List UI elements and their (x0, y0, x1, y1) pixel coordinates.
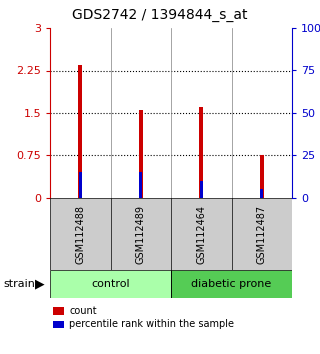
Text: GSM112488: GSM112488 (75, 205, 85, 263)
Bar (79, 172, 82, 198)
Bar (260, 155, 264, 198)
Text: GSM112487: GSM112487 (257, 205, 267, 264)
Text: ▶: ▶ (35, 278, 45, 291)
Text: diabetic prone: diabetic prone (191, 279, 272, 289)
Text: count: count (69, 306, 97, 316)
Bar (199, 107, 204, 198)
Text: percentile rank within the sample: percentile rank within the sample (69, 319, 234, 330)
Text: control: control (91, 279, 130, 289)
Text: GSM112464: GSM112464 (196, 205, 206, 263)
Bar (260, 189, 263, 198)
Bar (140, 172, 142, 198)
Text: GDS2742 / 1394844_s_at: GDS2742 / 1394844_s_at (72, 8, 248, 22)
Bar (139, 110, 143, 198)
Bar (50, 270, 171, 298)
Bar (200, 181, 203, 198)
Text: strain: strain (3, 279, 35, 289)
Text: GSM112489: GSM112489 (136, 205, 146, 263)
Bar (171, 270, 292, 298)
Bar (78, 65, 82, 198)
